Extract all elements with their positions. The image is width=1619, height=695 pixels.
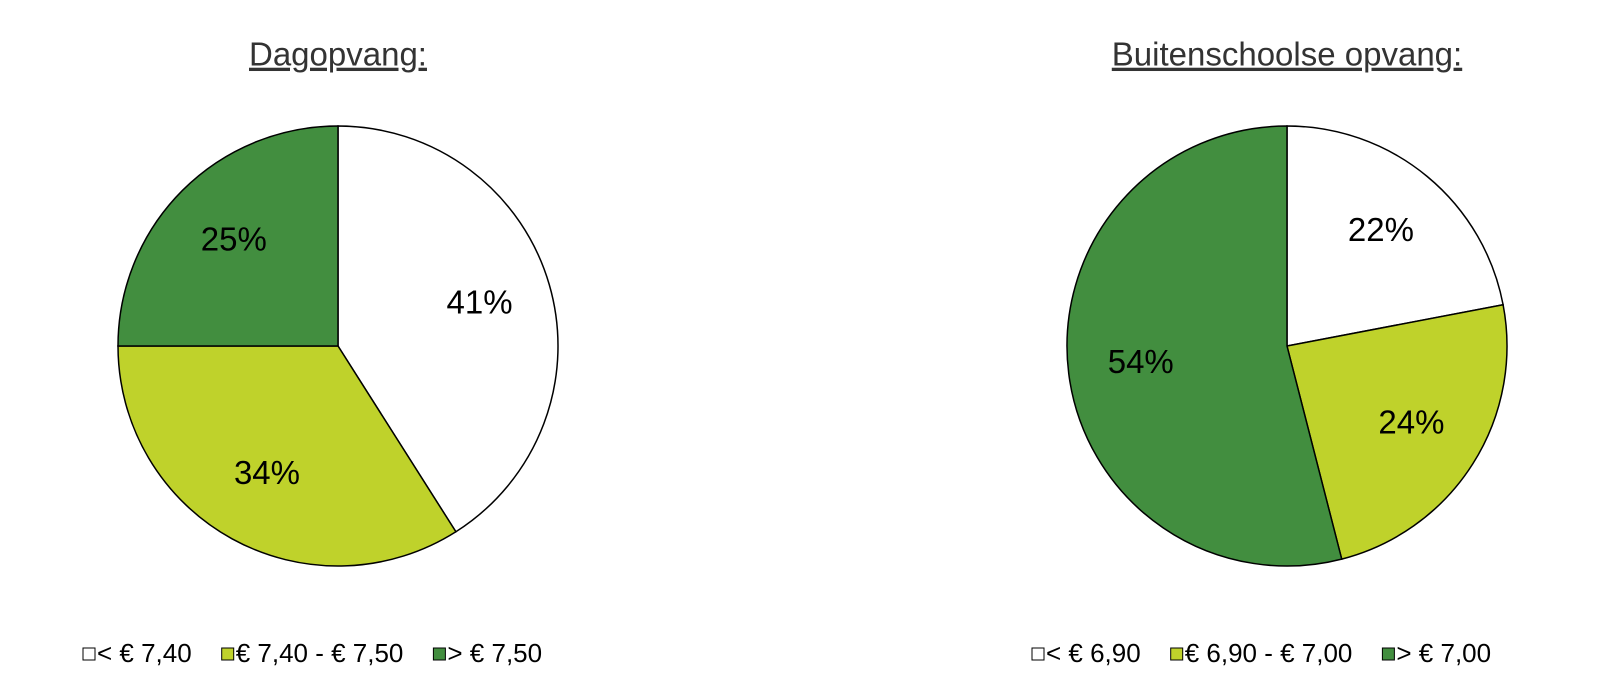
chart-title: Buitenschoolse opvang: bbox=[1112, 36, 1462, 73]
value-label: 24% bbox=[1378, 404, 1444, 441]
legend-label: € 7,40 - € 7,50 bbox=[236, 638, 404, 668]
legend-label: > € 7,00 bbox=[1396, 638, 1491, 668]
value-label: 54% bbox=[1108, 343, 1174, 380]
legend-label: < € 7,40 bbox=[97, 638, 192, 668]
legend-label: < € 6,90 bbox=[1046, 638, 1141, 668]
value-label: 25% bbox=[201, 220, 267, 257]
legend-swatch bbox=[1381, 647, 1395, 661]
legend-swatch bbox=[221, 647, 235, 661]
pie-slice bbox=[1286, 303, 1508, 561]
chart-title: Dagopvang: bbox=[249, 36, 427, 73]
legend-swatch bbox=[1031, 647, 1045, 661]
value-label: 41% bbox=[447, 284, 513, 321]
value-label: 34% bbox=[234, 454, 300, 491]
legend-swatch bbox=[432, 647, 446, 661]
legend-swatch bbox=[82, 647, 96, 661]
pie-slice bbox=[337, 125, 559, 533]
pie-slice bbox=[117, 345, 457, 567]
pie-slice bbox=[1066, 125, 1343, 567]
pie-slice bbox=[117, 125, 339, 347]
legend-label: € 6,90 - € 7,00 bbox=[1185, 638, 1353, 668]
value-label: 22% bbox=[1348, 211, 1414, 248]
legend-label: > € 7,50 bbox=[447, 638, 542, 668]
legend-swatch bbox=[1170, 647, 1184, 661]
pie-slice bbox=[1286, 125, 1504, 347]
